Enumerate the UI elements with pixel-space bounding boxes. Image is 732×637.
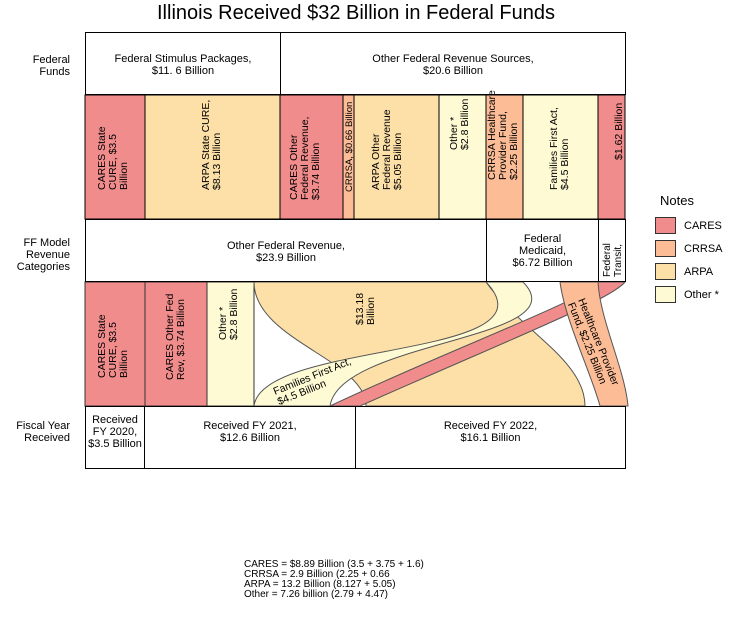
legend-item-arpa: ARPA — [655, 260, 723, 283]
note-line: CARES = $8.89 Billion (3.5 + 3.75 + 1.6) — [244, 559, 424, 570]
row-label-line: Revenue — [25, 249, 70, 261]
svg-text:Federal Transit,: Federal Transit, — [602, 240, 624, 277]
legend: Notes CARES CRRSA ARPA Other * — [655, 193, 723, 306]
other-federal-revenue-label: Other Federal Revenue, $23.9 Billion — [85, 240, 487, 264]
label-line: Received — [92, 414, 138, 426]
flow-cares-other — [144, 281, 208, 407]
label-line: $20.6 Billion — [423, 65, 483, 77]
federal-medicaid-label: Federal Medicaid, $6.72 Billion — [486, 233, 599, 269]
label-line: $11. 6 Billion — [151, 65, 215, 77]
row-label-fiscal-year: Fiscal Year Received — [4, 420, 70, 444]
label-line: Federal Stimulus Packages, — [114, 53, 252, 65]
other-federal-label: Other Federal Revenue Sources, $20.6 Bil… — [280, 53, 626, 77]
note-line: ARPA = 13.2 Billion (8.127 + 5.05) — [244, 579, 396, 590]
row-label-line: Categories — [16, 261, 70, 273]
label-line: Other Federal Revenue, — [226, 240, 345, 252]
fy2020-label: Received FY 2020, $3.5 Billion — [85, 414, 145, 450]
band-label: Other * $2.8 Billion — [448, 98, 471, 150]
band-label: CRRSA, $0.66 Billion — [344, 102, 355, 192]
band-label: CRRSA Healthcare Provider Fund, $2.25 Bi… — [486, 87, 520, 180]
flow-label: $13.18 Billion — [354, 290, 377, 325]
band-families-first — [522, 94, 599, 220]
label-line: Other Federal Revenue Sources, — [372, 53, 534, 65]
band-label: CARES Other Federal Revenue, $3.74 Billi… — [288, 114, 322, 200]
legend-label: CRRSA — [684, 242, 723, 255]
row-label-line: Fiscal Year — [16, 420, 70, 432]
fy2022-box — [355, 406, 626, 469]
legend-swatch — [655, 263, 676, 280]
source-band-labels: CARES State CURE, $3.5 Billion ARPA Stat… — [96, 87, 625, 200]
row-label-line: Funds — [39, 66, 70, 78]
label-line: Medicaid, — [518, 245, 567, 257]
other-federal-box — [280, 32, 626, 95]
legend-swatch — [655, 217, 676, 234]
federal-stimulus-label: Federal Stimulus Packages, $11. 6 Billio… — [85, 53, 281, 77]
label-line: $3.5 Billion — [88, 438, 142, 450]
note-line: Other = 7.26 billion (2.79 + 4.47) — [244, 589, 388, 600]
label-line: $12.6 Billion — [220, 432, 280, 444]
legend-title: Notes — [660, 193, 694, 208]
band-label: $1.62 Billion — [613, 103, 625, 160]
label-line: $6.72 Billion — [512, 257, 573, 269]
label-line: Received FY 2021, — [203, 420, 297, 432]
label-line: $16.1 Billion — [460, 432, 521, 444]
band-label: Families First Act, $4.5 Billion — [548, 104, 571, 190]
row-label-federal-funds: Federal Funds — [4, 54, 70, 78]
legend-item-cares: CARES — [655, 214, 723, 237]
band-arpa-other — [353, 94, 440, 220]
row-label-line: Federal — [32, 54, 70, 66]
flow-label: CARES State CURE, $3.5 Billion — [96, 311, 130, 378]
legend-label: CARES — [684, 219, 722, 232]
legend-label: ARPA — [684, 265, 714, 278]
band-label: CARES State CURE, $3.5 Billion — [96, 123, 130, 190]
fy2021-label: Received FY 2021, $12.6 Billion — [144, 420, 356, 444]
label-line: FY 2020, — [92, 426, 138, 438]
federal-transit-box — [598, 219, 626, 282]
label-line: Received FY 2022, — [443, 420, 538, 432]
band-label: ARPA Other Federal Revenue $5.05 Billion — [370, 107, 404, 190]
row-label-model-categories: FF Model Revenue Categories — [4, 237, 70, 273]
note-line: CRRSA = 2.9 Billion (2.25 + 0.66 — [244, 569, 390, 580]
legend-swatch — [655, 286, 676, 303]
label-line: Federal — [523, 233, 562, 245]
fy2022-label: Received FY 2022, $16.1 Billion — [355, 420, 626, 444]
flow-cares-state-cure — [84, 281, 146, 407]
federal-transit-label: Federal Transit, — [602, 240, 624, 277]
flow-other — [206, 281, 255, 407]
band-transit — [597, 94, 626, 220]
legend-swatch — [655, 240, 676, 257]
label-line: $23.9 Billion — [256, 252, 316, 264]
legend-item-crrsa: CRRSA — [655, 237, 723, 260]
flow-label: CARES Other Fed Rev, $3.74 Billion — [164, 291, 187, 380]
diagram-title: Illinois Received $32 Billion in Federal… — [157, 2, 555, 24]
flow-label: Other * $2.8 Billion — [217, 288, 240, 340]
legend-label: Other * — [684, 288, 719, 301]
source-bands — [84, 94, 626, 220]
flow-healthcare-provider — [559, 281, 629, 407]
funding-notes: CARES = $8.89 Billion (3.5 + 3.75 + 1.6)… — [244, 560, 424, 600]
legend-item-other: Other * — [655, 283, 723, 306]
row-label-line: Received — [24, 432, 70, 444]
row-label-line: FF Model — [23, 237, 70, 249]
band-label: ARPA State CURE, $8.13 Billion — [200, 97, 223, 190]
flows — [84, 281, 629, 407]
